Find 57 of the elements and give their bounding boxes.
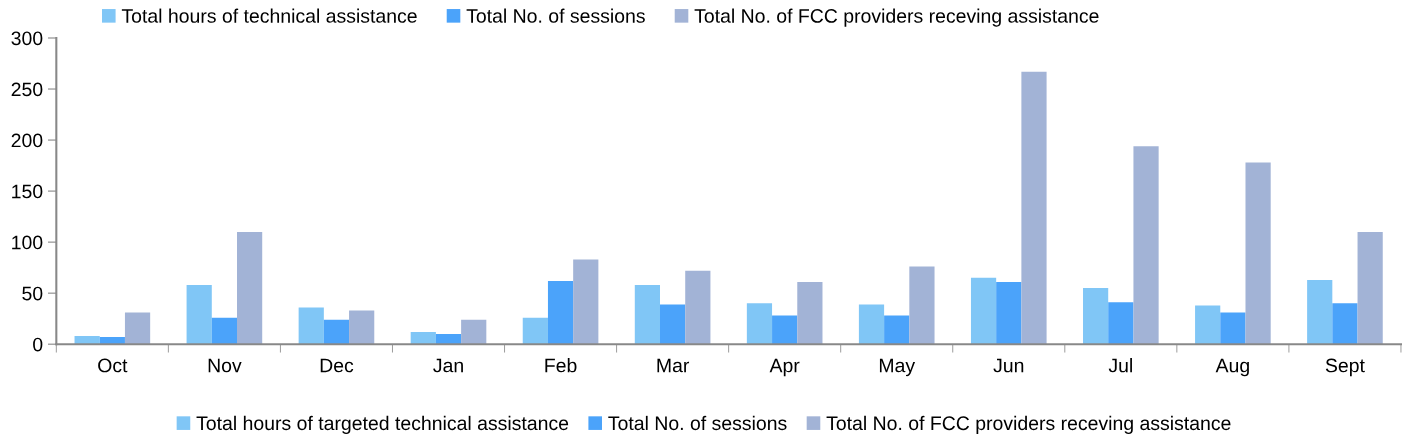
text: Total hours of technical assistance bbox=[121, 8, 417, 23]
x-tick-label: Apr bbox=[769, 358, 800, 377]
bar bbox=[547, 280, 574, 345]
bar bbox=[461, 319, 487, 345]
bar bbox=[1021, 71, 1047, 345]
bar bbox=[1357, 231, 1383, 345]
x-tick-label: Nov bbox=[208, 358, 242, 373]
legend-label: Total No. of sessions bbox=[608, 415, 787, 431]
bar bbox=[211, 317, 238, 345]
bar bbox=[1307, 279, 1333, 345]
bar bbox=[1245, 162, 1271, 345]
y-tick-label: 150 bbox=[12, 184, 43, 199]
x-tick-label: Mar bbox=[657, 358, 690, 373]
bar bbox=[909, 266, 935, 345]
y-tick-label: 300 bbox=[11, 31, 43, 46]
y-tick-label: 50 bbox=[22, 286, 43, 301]
x-tick-label: Oct bbox=[98, 358, 128, 373]
bar bbox=[996, 281, 1022, 345]
bar bbox=[298, 307, 324, 345]
y-tick-label: 0 bbox=[33, 337, 43, 352]
bar bbox=[858, 304, 885, 345]
bar bbox=[1108, 302, 1134, 345]
bar bbox=[349, 310, 375, 345]
text: Total No. of FCC providers receving assistance bbox=[694, 8, 1099, 27]
y-tick-label: 250 bbox=[11, 82, 43, 97]
bar bbox=[685, 270, 711, 345]
bar bbox=[1195, 305, 1221, 345]
bar bbox=[797, 281, 823, 345]
bar bbox=[746, 303, 773, 345]
x-tick-label: Jun bbox=[993, 358, 1024, 373]
x-tick-label: Dec bbox=[320, 358, 354, 373]
bar bbox=[634, 284, 661, 345]
legend-label: Total No. of FCC providers receving assistance bbox=[826, 415, 1231, 434]
x-tick-label: Sept bbox=[1325, 358, 1365, 377]
bar bbox=[1133, 146, 1159, 345]
bar bbox=[660, 304, 686, 345]
bar bbox=[186, 284, 212, 345]
y-tick-label: 100 bbox=[12, 235, 43, 250]
bar bbox=[884, 315, 910, 345]
bar bbox=[1083, 288, 1109, 345]
y-tick-label: 200 bbox=[11, 133, 43, 148]
x-tick-label: May bbox=[879, 358, 916, 377]
x-tick-label: Jan bbox=[433, 358, 463, 373]
text: Total No. of sessions bbox=[466, 8, 645, 23]
bar bbox=[970, 277, 997, 345]
x-tick-label: Aug bbox=[1215, 358, 1249, 377]
legend-label: Total hours of targeted technical assistance bbox=[196, 415, 569, 434]
bar bbox=[772, 315, 798, 345]
bar bbox=[1220, 312, 1246, 345]
bar bbox=[237, 231, 263, 345]
bar bbox=[1332, 303, 1358, 345]
bar bbox=[124, 312, 151, 345]
bar bbox=[323, 319, 350, 345]
x-tick-label: Feb bbox=[545, 358, 577, 373]
x-tick-label: Jul bbox=[1108, 358, 1132, 373]
bar bbox=[522, 317, 548, 345]
bar bbox=[573, 259, 599, 345]
